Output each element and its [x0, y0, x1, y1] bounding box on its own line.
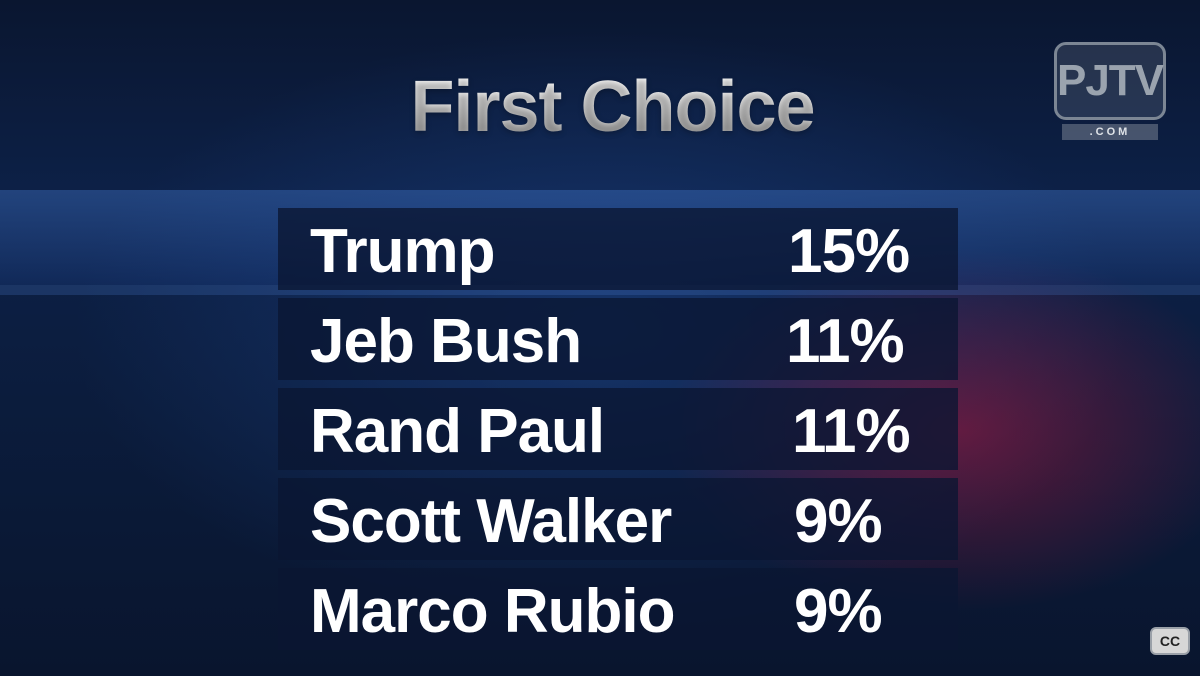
result-row: Rand Paul 11% — [278, 388, 958, 470]
candidate-name: Trump — [310, 217, 495, 286]
candidate-name: Marco Rubio — [310, 577, 675, 646]
candidate-percent: 11% — [792, 397, 911, 466]
background-stripe — [0, 285, 1200, 295]
candidate-percent: 15% — [788, 217, 910, 286]
candidate-name: Jeb Bush — [310, 307, 582, 376]
result-row: Jeb Bush 11% — [278, 298, 958, 380]
logo-domain: .COM — [1062, 124, 1158, 140]
candidate-percent: 9% — [794, 577, 883, 646]
logo-text: PJTV — [1056, 56, 1164, 105]
slide-title: First Choice — [0, 66, 1200, 148]
candidate-percent: 11% — [786, 307, 905, 376]
results-table: Trump 15% Jeb Bush 11% Rand Paul 11% Sco… — [278, 208, 958, 653]
logo-frame — [1054, 42, 1166, 120]
candidate-name: Scott Walker — [310, 487, 672, 556]
candidate-percent: 9% — [794, 487, 883, 556]
result-row: Scott Walker 9% — [278, 478, 958, 560]
candidate-name: Rand Paul — [310, 397, 605, 466]
channel-logo: PJTV .COM — [1054, 42, 1166, 142]
closed-captions-button[interactable]: CC — [1150, 627, 1190, 655]
result-row: Marco Rubio 9% — [278, 568, 958, 650]
result-row: Trump 15% — [278, 208, 958, 290]
